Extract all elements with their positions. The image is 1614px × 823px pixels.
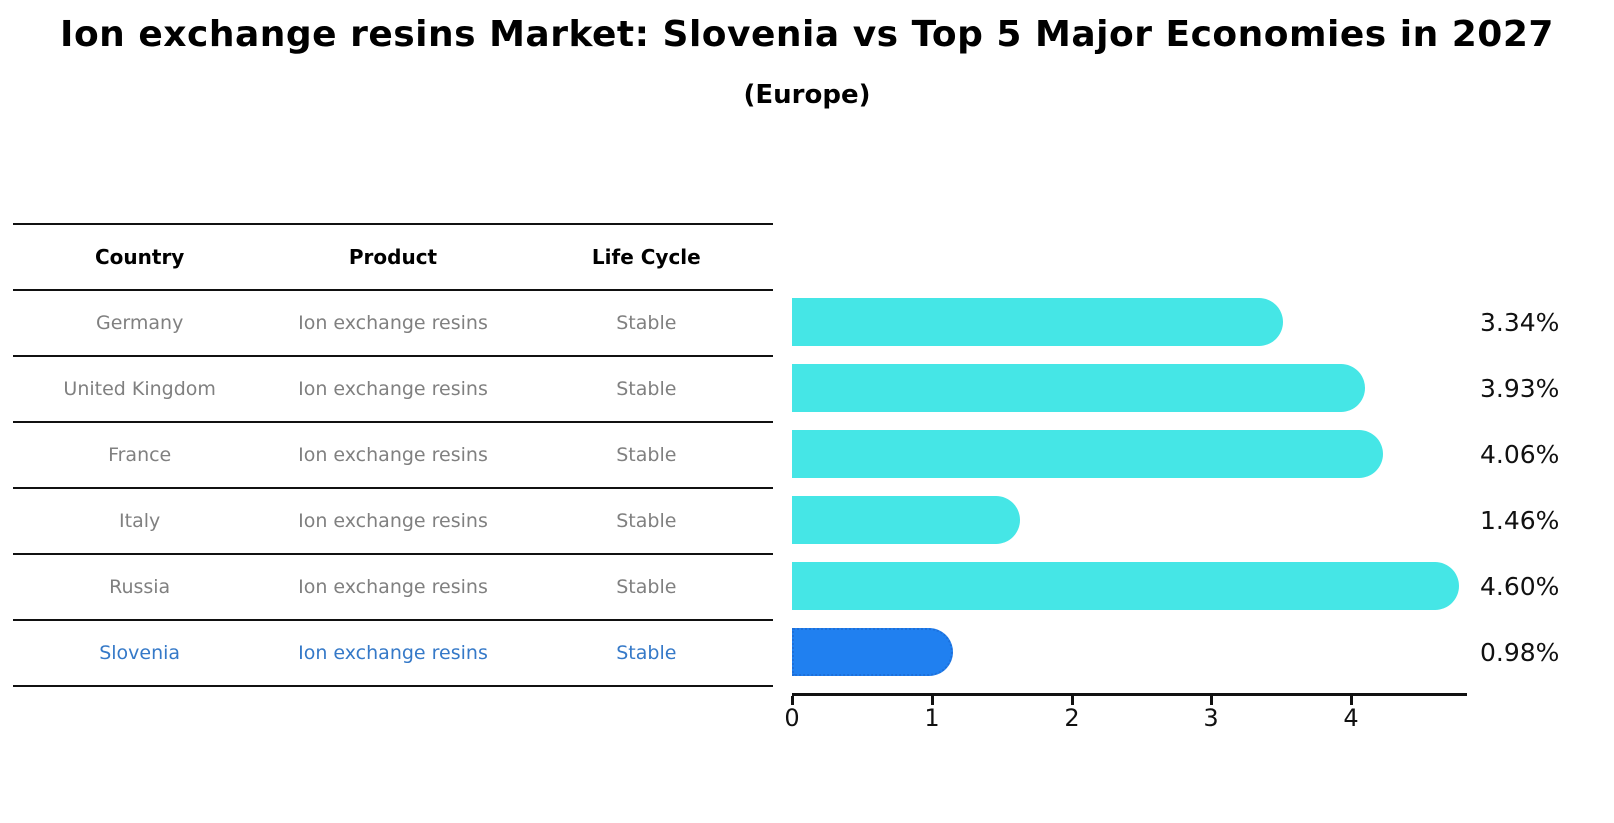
chart-subtitle: (Europe) <box>743 80 871 110</box>
value-label: 3.93% <box>1480 373 1560 403</box>
table-row: Germany Ion exchange resins Stable <box>13 290 773 357</box>
x-axis-tick-label: 3 <box>1203 704 1219 732</box>
table-cell-product: Ion exchange resins <box>266 356 520 423</box>
bar-highlight-slovenia <box>792 628 953 676</box>
table-cell-country: France <box>13 422 267 489</box>
table-body: Germany Ion exchange resins Stable United K… <box>13 290 773 687</box>
table-cell-product: Ion exchange resins <box>266 488 520 555</box>
table-cell-product: Ion exchange resins <box>266 554 520 621</box>
table-cell-life-cycle: Stable <box>519 422 773 489</box>
bar-france <box>792 430 1383 478</box>
column-header-life-cycle: Life Cycle <box>519 223 773 291</box>
table-cell-country: Slovenia <box>13 620 267 687</box>
table-cell-life-cycle: Stable <box>519 488 773 555</box>
table-row: Russia Ion exchange resins Stable <box>13 554 773 621</box>
table-row: United Kingdom Ion exchange resins Stable <box>13 356 773 423</box>
table-header: Country Product Life Cycle <box>13 223 773 291</box>
bar-italy <box>792 496 1020 544</box>
table-cell-product: Ion exchange resins <box>266 620 520 687</box>
table-cell-country: Russia <box>13 554 267 621</box>
value-label: 3.34% <box>1480 307 1560 337</box>
table-cell-life-cycle: Stable <box>519 290 773 357</box>
table-row: Italy Ion exchange resins Stable <box>13 488 773 555</box>
table-cell-product: Ion exchange resins <box>266 422 520 489</box>
column-header-product: Product <box>266 223 520 291</box>
table-row: Slovenia Ion exchange resins Stable <box>13 620 773 687</box>
table-cell-life-cycle: Stable <box>519 620 773 687</box>
value-label: 1.46% <box>1480 505 1560 535</box>
bar-germany <box>792 298 1283 346</box>
value-label: 4.06% <box>1480 439 1560 469</box>
table-cell-life-cycle: Stable <box>519 554 773 621</box>
x-axis-tick <box>1350 696 1353 705</box>
x-axis-tick-label: 2 <box>1064 704 1080 732</box>
table-cell-product: Ion exchange resins <box>266 290 520 357</box>
x-axis-tick <box>1071 696 1074 705</box>
x-axis-tick-label: 0 <box>784 704 800 732</box>
chart-title: Ion exchange resins Market: Slovenia vs … <box>60 14 1554 55</box>
bar-united-kingdom <box>792 364 1365 412</box>
column-header-country: Country <box>13 223 267 291</box>
x-axis-tick-label: 1 <box>924 704 940 732</box>
x-axis-line <box>792 693 1467 696</box>
value-label: 4.60% <box>1480 571 1560 601</box>
x-axis-tick <box>791 696 794 705</box>
table-cell-country: Germany <box>13 290 267 357</box>
x-axis-tick <box>1210 696 1213 705</box>
table-cell-country: Italy <box>13 488 267 555</box>
table-cell-country: United Kingdom <box>13 356 267 423</box>
bar-russia <box>792 562 1459 610</box>
x-axis-tick-label: 4 <box>1343 704 1359 732</box>
x-axis-tick <box>931 696 934 705</box>
table-cell-life-cycle: Stable <box>519 356 773 423</box>
country-table: Country Product Life Cycle Germany Ion ex… <box>13 223 773 687</box>
value-label: 0.98% <box>1480 637 1560 667</box>
table-row: France Ion exchange resins Stable <box>13 422 773 489</box>
